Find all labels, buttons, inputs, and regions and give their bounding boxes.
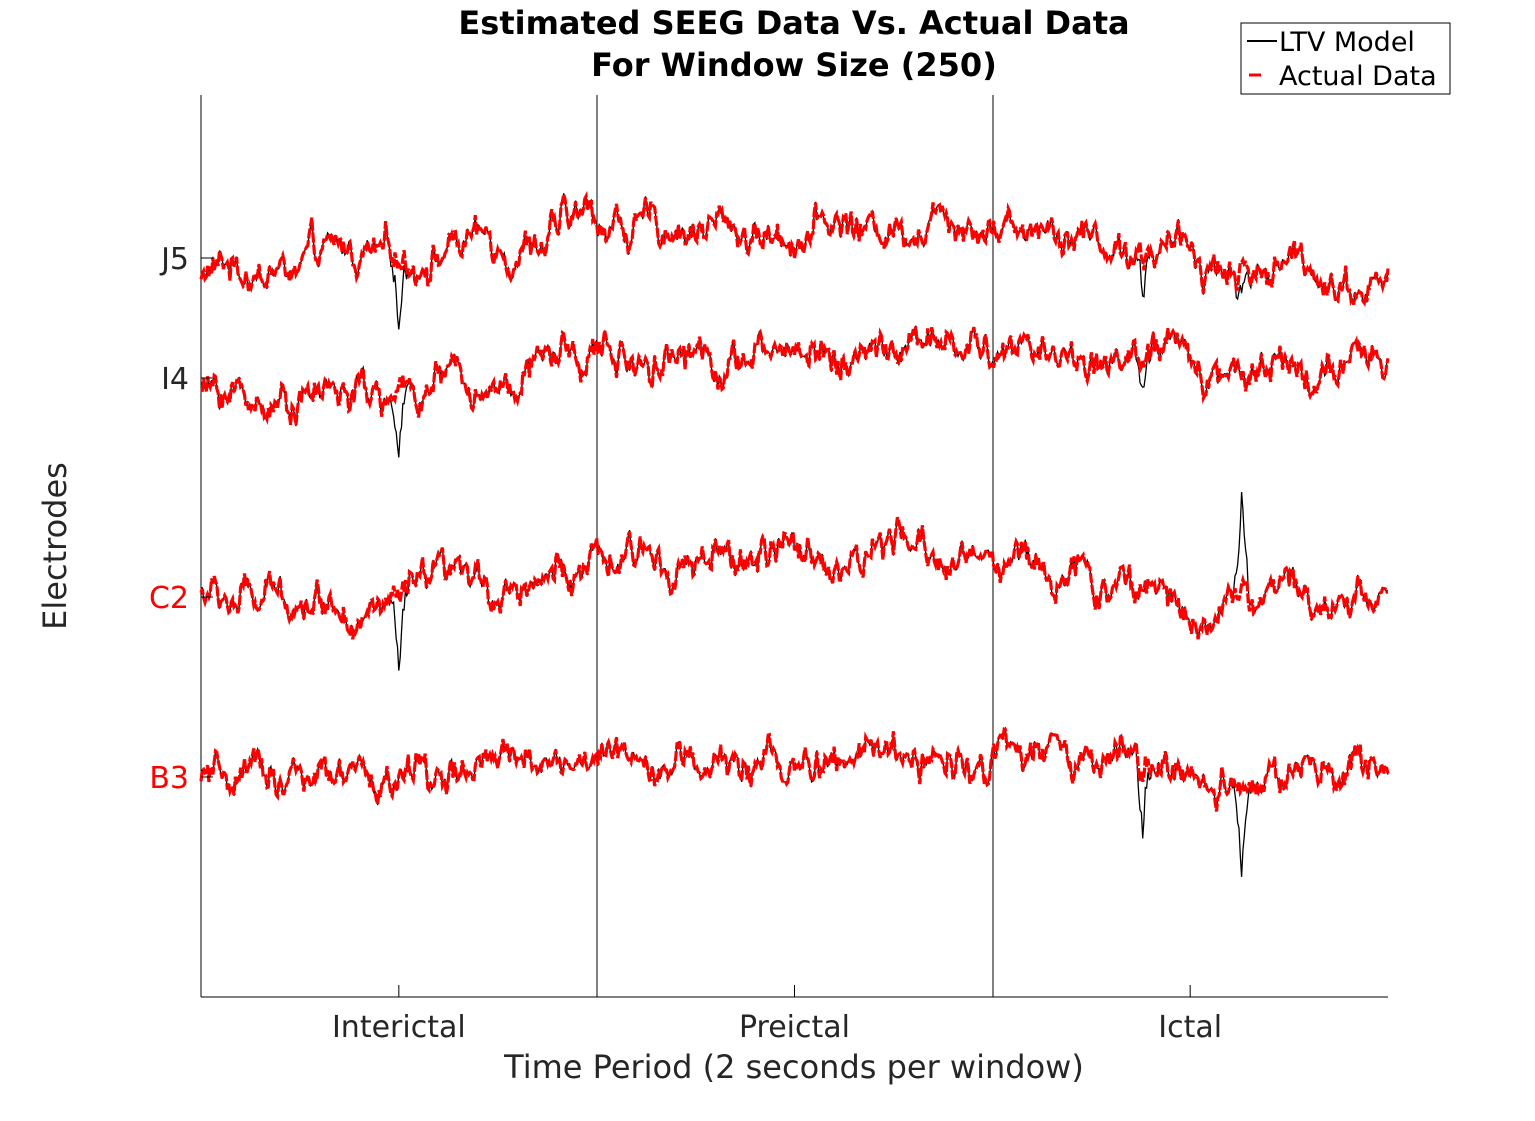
chart-title-line-2: For Window Size (250) (591, 46, 997, 84)
legend-ltv-label: LTV Model (1279, 27, 1415, 58)
actual-trace-c2 (199, 516, 1389, 640)
x-tick-label-interictal: Interictal (332, 1010, 466, 1045)
actual-trace-b3 (199, 726, 1390, 812)
chart-title-line-1: Estimated SEEG Data Vs. Actual Data (458, 4, 1129, 42)
y-tick-label-b3: B3 (149, 761, 189, 796)
actual-trace-j5 (199, 190, 1390, 307)
y-tick-label-c2: C2 (149, 581, 189, 616)
x-axis-label: Time Period (2 seconds per window) (503, 1048, 1084, 1086)
x-tick-label-ictal: Ictal (1158, 1010, 1222, 1045)
x-tick-group: Interictal Preictal Ictal (332, 985, 1222, 1045)
y-axis-label: Electrodes (36, 462, 74, 630)
legend: LTV Model Actual Data (1240, 22, 1451, 95)
legend-box (1240, 22, 1451, 95)
x-tick-label-preictal: Preictal (739, 1010, 850, 1045)
legend-actual-label: Actual Data (1279, 61, 1437, 92)
y-tick-label-j5: J5 (159, 242, 189, 277)
y-tick-group: J5 I4 C2 B3 (149, 242, 213, 796)
actual-trace-i4 (200, 326, 1390, 426)
trace-group (199, 190, 1390, 877)
y-tick-label-i4: I4 (161, 362, 189, 397)
